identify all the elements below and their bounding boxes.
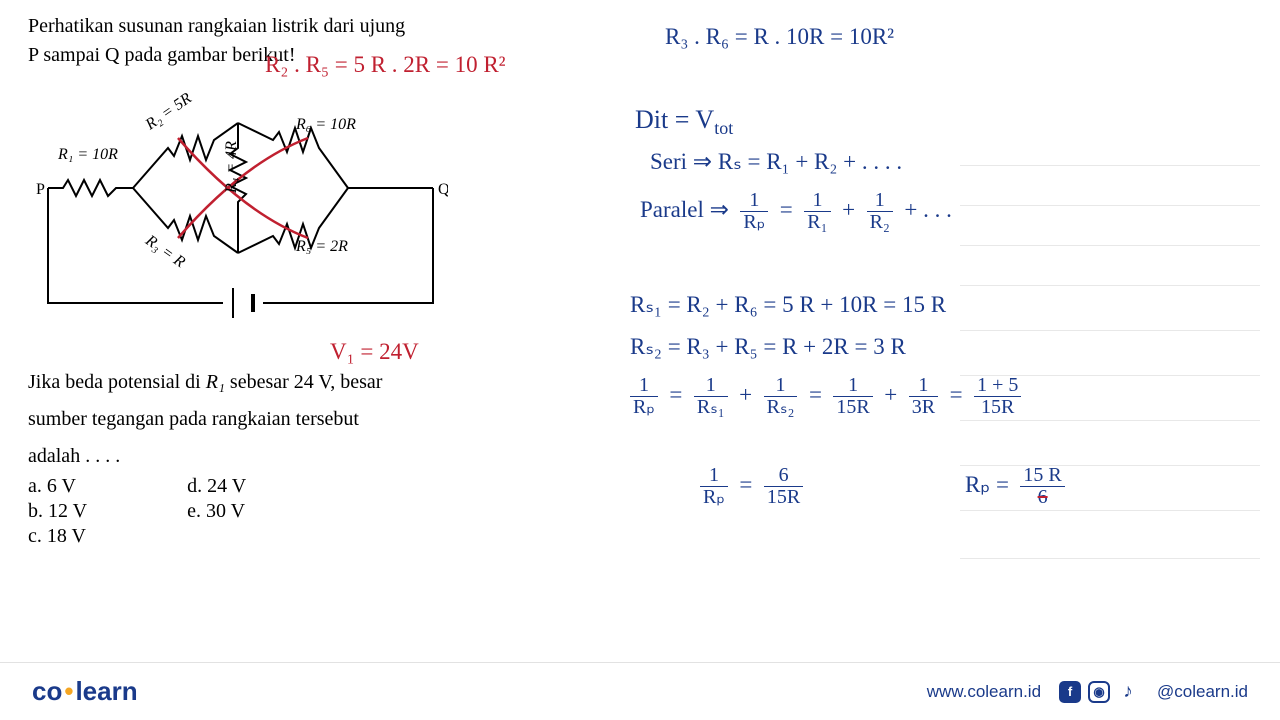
hw-r3r6: R₃ . R₆ = R . 10R = 10R² [665,20,894,55]
mc-r1-symbol: R₁ [206,371,225,393]
label-r6: R₆ = 10R [296,116,356,134]
hw-v1: V₁ = 24V [330,335,419,370]
svg-text:Q: Q [438,181,448,198]
svg-text:P: P [36,181,45,198]
social-icons: f ◉ ♪ [1059,681,1139,703]
hw-r2r5: R₂ . R₅ = 5 R . 2R = 10 R² [265,48,506,83]
hw-rs2: Rₛ₂ = R₃ + R₅ = R + 2R = 3 R [630,330,906,365]
opt-d: d. 24 V [187,475,246,498]
tiktok-icon: ♪ [1117,681,1139,703]
footer: co•learn www.colearn.id f ◉ ♪ @colearn.i… [0,662,1280,720]
hw-rs1: Rₛ₁ = R₂ + R₆ = 5 R + 10R = 15 R [630,288,946,323]
question-line1: Perhatikan susunan rangkaian listrik dar… [28,12,470,41]
opt-c: c. 18 V [28,525,87,548]
mc-prompt-2: sebesar 24 V, besar [225,371,383,393]
opt-a: a. 6 V [28,475,87,498]
hw-rp-sum: 1Rₚ = 1Rₛ₁ + 1Rₛ₂ = 115R + 13R = 1 + 515… [630,375,1021,418]
brand-logo: co•learn [32,676,138,707]
opt-e: e. 30 V [187,500,246,523]
circuit-diagram: P Q R₁ = 10R R₂ = 5R R₃ = R R₄ = 4R R₅ =… [28,78,448,338]
mc-options: a. 6 V b. 12 V c. 18 V d. 24 V e. 30 V [28,475,470,548]
footer-handle: @colearn.id [1157,682,1248,702]
hw-paralel: Paralel ⇒ 1Rₚ = 1R₁ + 1R₂ + . . . [640,190,952,233]
mc-prompt-1: Jika beda potensial di [28,371,206,393]
hw-seri: Seri ⇒ Rₛ = R₁ + R₂ + . . . . [650,145,902,180]
hw-rp-six: 1Rₚ = 615R [700,465,803,508]
opt-b: b. 12 V [28,500,87,523]
label-r4: R₄ = 4R [223,141,241,193]
hw-dit: Dit = Vtot [635,100,733,142]
instagram-icon: ◉ [1088,681,1110,703]
mc-prompt-3: sumber tegangan pada rangkaian tersebut [28,405,470,434]
mc-prompt-4: adalah . . . . [28,442,470,471]
facebook-icon: f [1059,681,1081,703]
label-r1: R₁ = 10R [58,146,118,164]
footer-url: www.colearn.id [927,682,1041,702]
hw-rp-final: Rₚ = 15 R6 [965,465,1065,508]
label-r5: R₅ = 2R [296,238,348,256]
